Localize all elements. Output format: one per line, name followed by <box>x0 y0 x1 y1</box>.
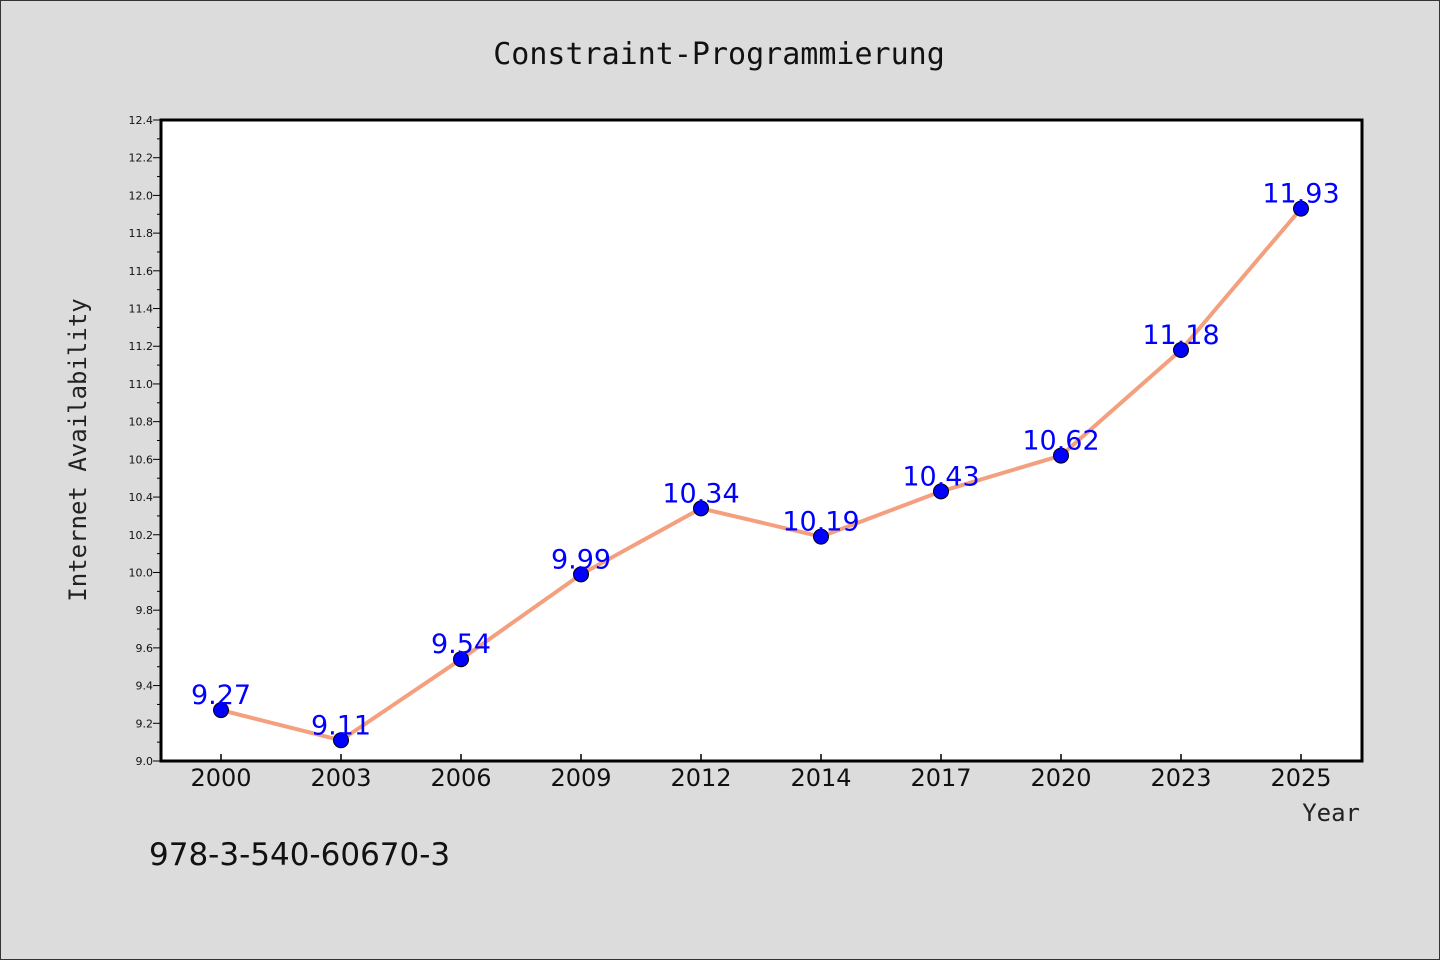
y-tick-label: 9.4 <box>136 680 154 693</box>
x-tick-label: 2014 <box>790 764 851 792</box>
x-tick-label: 2025 <box>1270 764 1331 792</box>
y-tick-label: 11.0 <box>129 378 154 391</box>
data-point <box>573 566 589 583</box>
x-tick-label: 2023 <box>1150 764 1211 792</box>
y-tick-label: 11.4 <box>129 303 154 316</box>
plot-area <box>159 118 1364 763</box>
data-point <box>213 702 229 719</box>
y-tick-label: 10.8 <box>129 416 154 429</box>
y-tick-label: 12.4 <box>129 114 154 127</box>
x-tick-label: 2003 <box>310 764 371 792</box>
data-point <box>1053 447 1069 464</box>
data-point <box>933 483 949 500</box>
y-tick-label: 10.4 <box>129 491 154 504</box>
y-tick-label: 10.6 <box>129 453 154 466</box>
footer-isbn: 978-3-540-60670-3 <box>149 837 450 873</box>
y-tick-label: 9.8 <box>136 604 154 617</box>
data-label: 9.27 <box>191 680 251 711</box>
x-tick-label: 2009 <box>550 764 611 792</box>
data-label: 11.93 <box>1262 179 1339 210</box>
y-tick-label: 12.0 <box>129 189 154 202</box>
x-tick-label: 2017 <box>910 764 971 792</box>
data-label: 9.54 <box>431 629 491 660</box>
y-tick-label: 10.2 <box>129 529 154 542</box>
data-label: 9.99 <box>551 544 611 575</box>
y-axis-label: Internet Availability <box>64 298 92 601</box>
x-axis-ticks: 2000 2003 2006 2009 2012 2014 2017 2020 2023 2025 <box>190 754 1332 792</box>
x-tick-label: 2006 <box>430 764 491 792</box>
data-label: 10.43 <box>902 461 979 492</box>
data-label: 11.18 <box>1142 320 1219 351</box>
x-tick-label: 2020 <box>1030 764 1091 792</box>
x-tick-label: 2012 <box>670 764 731 792</box>
data-point <box>813 528 829 545</box>
data-point <box>333 732 349 749</box>
y-tick-label: 10.0 <box>129 566 154 579</box>
y-axis-ticks: 9.0 9.2 9.4 9.6 9.8 10.0 10.2 10.4 10.6 10.8 11.0 1… <box>129 114 161 768</box>
y-tick-label: 11.6 <box>129 265 154 278</box>
x-axis-label: Year <box>1302 799 1360 827</box>
y-tick-label: 9.2 <box>136 717 154 730</box>
data-series <box>213 200 1309 749</box>
y-tick-label: 9.6 <box>136 642 154 655</box>
data-label: 10.19 <box>782 507 859 538</box>
y-tick-label: 12.2 <box>129 152 154 165</box>
x-tick-label: 2000 <box>190 764 251 792</box>
data-point <box>693 500 709 517</box>
data-point <box>453 651 469 668</box>
data-label: 10.62 <box>1022 426 1099 457</box>
data-label: 9.11 <box>311 710 371 741</box>
data-point <box>1293 200 1309 217</box>
chart-title: Constraint-Programmierung <box>493 37 945 72</box>
y-tick-label: 11.2 <box>129 340 154 353</box>
data-labels: 9.27 9.11 9.54 9.99 10.34 10.19 10.43 10.62 11.1… <box>191 179 1340 742</box>
y-tick-label: 9.0 <box>136 755 154 768</box>
series-line <box>220 207 1303 743</box>
y-tick-label: 11.8 <box>129 227 154 240</box>
data-label: 10.34 <box>662 478 739 509</box>
data-point <box>1173 342 1189 359</box>
